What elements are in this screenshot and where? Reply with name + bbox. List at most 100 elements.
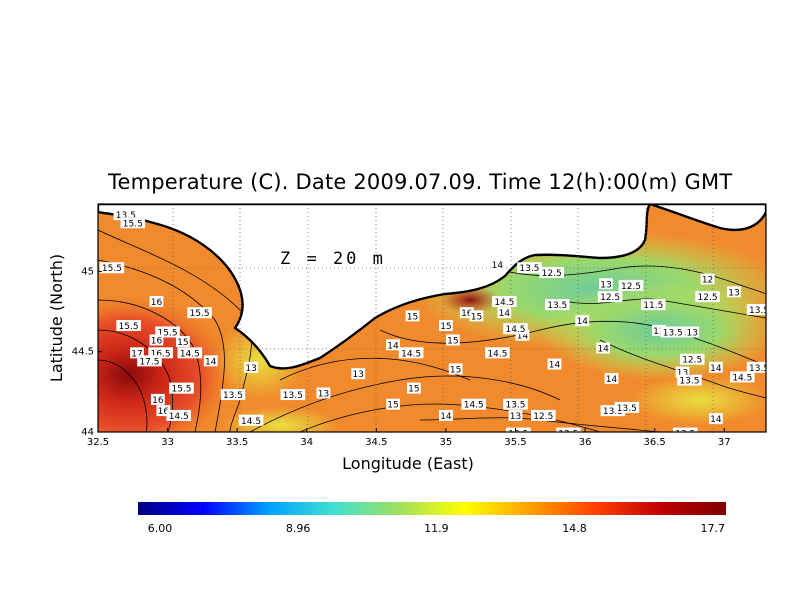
x-tick-label: 34 [300, 437, 313, 448]
isotherm-label-box [709, 413, 723, 425]
isotherm-label-text: 13 [653, 327, 664, 337]
isotherm-label: 13 [508, 409, 523, 422]
isotherm-label-text: 15 [471, 312, 482, 322]
isotherm-label-text: 13.5 [519, 264, 539, 274]
isotherm-label-box [445, 334, 460, 346]
isotherm-label-text: 13.5 [679, 377, 699, 387]
isotherm-label-text: 13.5 [505, 401, 525, 411]
x-tick-label: 33.5 [226, 437, 248, 448]
isotherm-label: 16 [150, 393, 165, 406]
isotherm-label-text: 12.5 [621, 282, 641, 292]
isotherm-label: 15 [448, 363, 463, 375]
x-axis-ticks: 32.5 33 33.5 34 34.5 35 35.5 36 36.5 37 [87, 428, 731, 448]
map-frame [97, 203, 767, 433]
isotherm-label-text: 12.5 [533, 412, 553, 422]
isotherm-label-box [547, 358, 562, 370]
isotherm-label-text: 14 [549, 361, 561, 371]
isotherm-label-text: 15 [450, 365, 461, 375]
isotherm-label-text: 12 [702, 275, 713, 285]
isotherm-label: 14 [709, 413, 723, 425]
isotherm-label: 15 [445, 334, 460, 346]
isotherm-label-text: 14 [597, 345, 609, 355]
isotherm-label-text: 14 [710, 364, 722, 374]
isotherm-label-box [556, 427, 581, 432]
isotherm-label: 13.5 [660, 326, 686, 338]
isotherm-label-box [677, 374, 702, 386]
isotherm-label: 14.5 [398, 347, 424, 359]
isotherm-label: 14 [386, 339, 400, 351]
isotherm-label-box [244, 361, 258, 373]
isotherm-label-text: 17.5 [139, 357, 159, 367]
coordinate-grid [98, 204, 766, 432]
isotherm-label-box [439, 320, 453, 332]
isotherm-label-text: 15 [440, 322, 451, 332]
isotherm-label: 14 [575, 315, 590, 327]
isotherm-label-text: 14 [440, 412, 452, 422]
isotherm-label: 15.5 [187, 307, 212, 319]
isotherm-label: 14 [596, 342, 611, 355]
isotherm-label-box [148, 347, 173, 359]
isotherm-label-box [398, 347, 424, 359]
isotherm-label: 14.5 [238, 414, 264, 427]
colorbar-tick-label: 17.7 [700, 522, 725, 535]
isotherm-label: 11.5 [640, 299, 666, 311]
x-tick-label: 33 [161, 437, 174, 448]
isotherm-label-box [660, 326, 686, 338]
figure-title: Temperature (C). Date 2009.07.09. Time 1… [108, 170, 733, 194]
isotherm-label-box [316, 387, 331, 399]
isotherm-label: 15.5 [120, 217, 146, 229]
y-axis-label: Latitude (North) [47, 254, 66, 382]
isotherm-label-text: 15.5 [171, 385, 191, 395]
isotherm-label-text: 13 [600, 280, 611, 290]
isotherm-label: 13 [316, 387, 331, 399]
isotherm-label-text: 14.5 [505, 325, 525, 335]
isotherm-label: 16.5 [148, 347, 173, 359]
isotherm-label: 13.5 [503, 398, 528, 411]
isotherm-label-box [679, 353, 705, 365]
isotherm-label: 12.5 [597, 291, 623, 303]
isotherm-label-text: 14 [387, 341, 399, 351]
isotherm-label-text: 15 [407, 312, 418, 322]
isotherm-label-box [280, 389, 306, 401]
isotherm-label: 13.5 [600, 405, 626, 417]
isotherm-label: 15.5 [99, 262, 125, 274]
isotherm-label-box [505, 427, 531, 432]
isotherm-label-text: 13.5 [675, 430, 695, 440]
isotherm-label-text: 15 [447, 336, 458, 346]
isotherm-label: 17 [130, 347, 144, 359]
isotherm-label-box [150, 393, 165, 405]
isotherm-label-box [531, 409, 556, 421]
isotherm-label-box [448, 363, 463, 375]
isotherm-label-box [459, 307, 474, 319]
isotherm-label-box [155, 326, 180, 338]
isotherm-label: 12.5 [539, 267, 564, 279]
isotherm-label-box [730, 371, 755, 383]
isotherm-label-box [220, 389, 246, 401]
isotherm-label: 12.5 [618, 279, 644, 292]
colorbar-tick-label: 14.8 [562, 522, 587, 535]
isotherm-label: 14 [604, 373, 619, 385]
isotherm-label-text: 15 [408, 385, 419, 395]
isotherm-label-box [517, 262, 542, 274]
isotherm-label-text: 13 [510, 412, 521, 422]
isotherm-label-box [727, 286, 741, 298]
isotherm-label-text: 13 [353, 370, 364, 380]
isotherm-label: 12.5 [531, 409, 556, 422]
isotherm-label-box [492, 295, 517, 307]
isotherm-label-text: 14.5 [464, 401, 484, 411]
isotherm-label-text: 13.5 [116, 211, 136, 221]
isotherm-label-text: 16 [152, 396, 164, 406]
isotherm-label-text: 15.5 [190, 309, 210, 319]
isotherm-label-text: 11.5 [643, 301, 663, 311]
isotherm-label: 12.5 [556, 427, 581, 440]
kerch-peninsula-coastline [648, 204, 766, 232]
isotherm-label-text: 12.5 [558, 430, 578, 440]
colorbar-tick-labels: 6.00 8.96 11.9 14.8 17.7 [148, 522, 725, 535]
isotherm-label-text: 14 [499, 309, 511, 319]
isotherm-label-box [177, 347, 203, 359]
y-tick-label: 44.5 [72, 347, 94, 358]
isotherm-label: 13.5 [517, 262, 542, 274]
isotherm-label: 14.5 [492, 295, 517, 308]
isotherm-label-text: 16 [151, 298, 163, 308]
isotherm-label-box [130, 347, 144, 359]
